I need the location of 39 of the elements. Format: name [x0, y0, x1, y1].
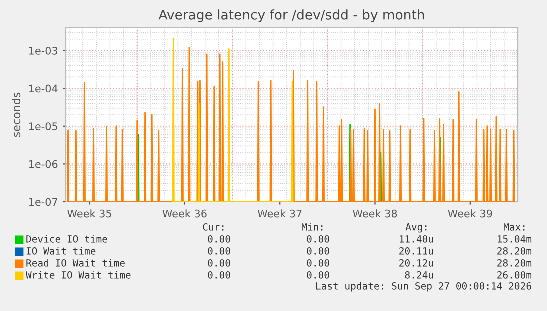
text: Max: [504, 224, 525, 231]
line-series [172, 38, 294, 202]
text: Avg: [406, 224, 427, 233]
text: 28.20m [498, 247, 532, 255]
text: Cur: [203, 223, 224, 231]
text: 8.24u [405, 271, 434, 279]
x-tick-label: Week 37 [258, 210, 302, 218]
legend-label: IO Wait time [26, 247, 96, 255]
line-series [67, 47, 516, 202]
chart-title: Average latency for /dev/sdd - by month [158, 10, 424, 22]
x-tick-label: Week 36 [162, 210, 207, 218]
legend-label: Read IO Wait time [26, 259, 125, 267]
x-tick-label: Week 35 [68, 210, 112, 218]
y-tick-label: 1e-04 [29, 84, 58, 93]
text: 0.00 [208, 259, 230, 267]
text: 15.04m [498, 235, 532, 243]
y-tick-label: 1e-07 [29, 198, 58, 206]
x-tick-label: Week 38 [353, 210, 398, 218]
legend-label: Device IO time [26, 235, 108, 243]
text: 28.20m [498, 259, 532, 267]
text: 11.40u [400, 235, 434, 243]
text: 0.00 [307, 271, 330, 279]
text: 0.00 [307, 235, 330, 243]
text: 0.00 [208, 235, 230, 243]
text: 0.00 [307, 259, 330, 267]
y-tick-label: 1e-06 [29, 160, 58, 168]
y-tick-label: 1e-03 [29, 46, 58, 55]
text: 20.12u [400, 259, 434, 267]
text: Last update: Sun Sep 27 00:00:14 2026 [316, 282, 532, 292]
text: 0.00 [307, 247, 330, 255]
text: 20.11u [400, 247, 434, 255]
y-axis-title: seconds [12, 92, 21, 138]
legend-label: Write IO Wait time [26, 271, 131, 279]
y-tick-label: 1e-05 [29, 122, 58, 130]
text: 26.00m [498, 271, 532, 279]
text: 0.00 [208, 247, 230, 255]
x-tick-label: Week 39 [448, 210, 492, 218]
text: 0.00 [208, 271, 230, 279]
text: Min: [302, 223, 323, 231]
